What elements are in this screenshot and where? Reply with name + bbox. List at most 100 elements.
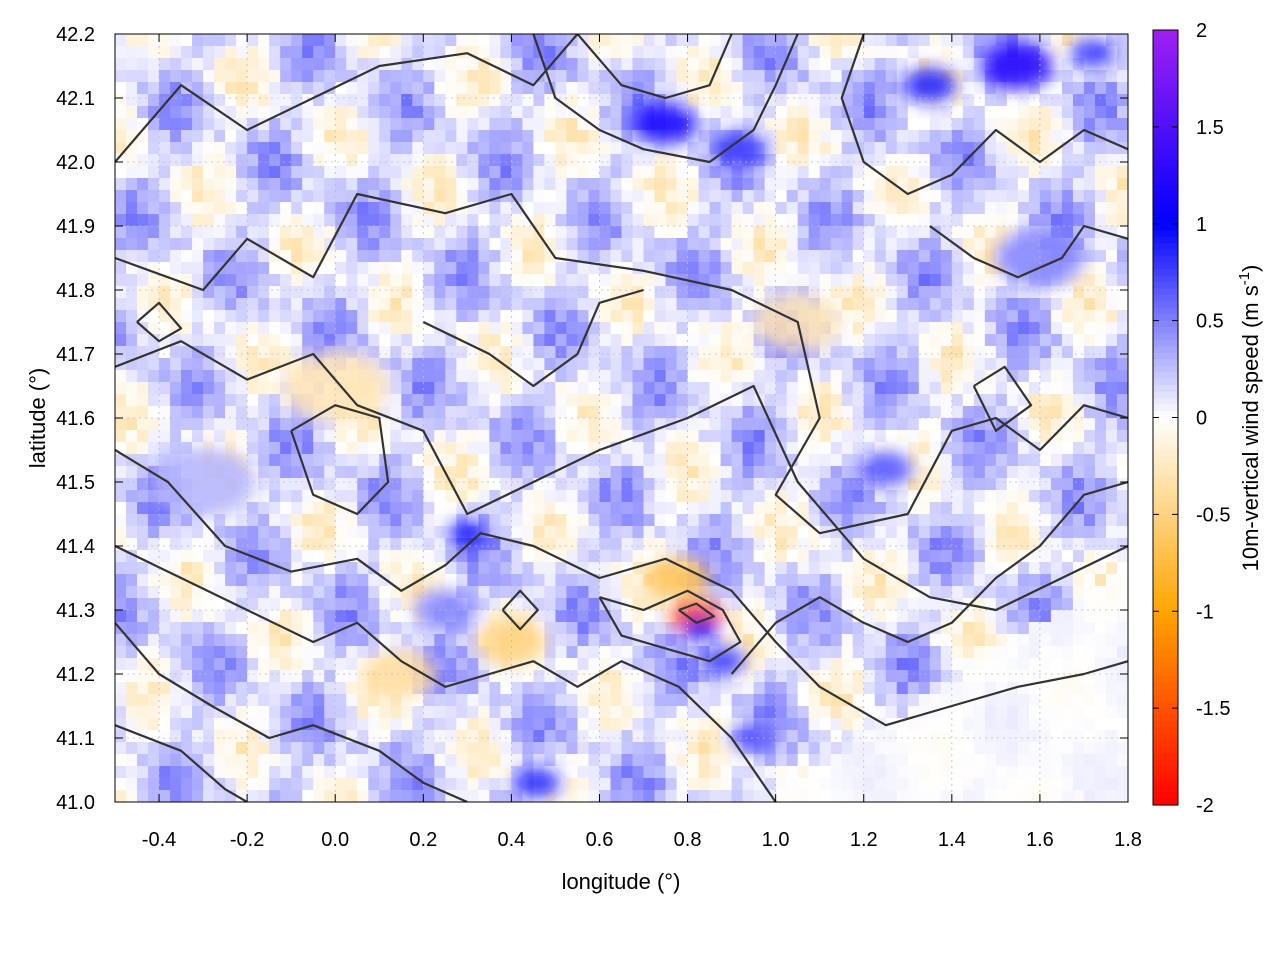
heatmap-cell bbox=[258, 442, 270, 455]
heatmap-cell bbox=[467, 58, 479, 71]
heatmap-cell bbox=[1094, 94, 1107, 107]
heatmap-cell bbox=[335, 286, 347, 299]
heatmap-cell bbox=[401, 322, 413, 335]
heatmap-cell bbox=[863, 550, 876, 563]
heatmap-cell bbox=[434, 406, 446, 419]
heatmap-cell bbox=[632, 142, 645, 155]
heatmap-cell bbox=[566, 490, 579, 503]
heatmap-cell bbox=[379, 430, 391, 443]
heatmap-cell bbox=[236, 634, 248, 647]
heatmap-cell bbox=[280, 190, 292, 203]
heatmap-cell bbox=[115, 610, 127, 623]
heatmap-cell bbox=[192, 346, 204, 359]
heatmap-cell bbox=[610, 190, 623, 203]
heatmap-cell bbox=[676, 250, 689, 263]
heatmap-cell bbox=[489, 358, 501, 371]
heatmap-cell bbox=[379, 226, 391, 239]
heatmap-cell bbox=[808, 514, 821, 527]
heatmap-cell bbox=[1017, 358, 1030, 371]
heatmap-cell bbox=[588, 58, 601, 71]
heatmap-cell bbox=[544, 466, 557, 479]
heatmap-cell bbox=[1017, 430, 1030, 443]
heatmap-cell bbox=[918, 406, 931, 419]
heatmap-cell bbox=[709, 178, 722, 191]
heatmap-cell bbox=[291, 94, 303, 107]
heatmap-cell bbox=[665, 298, 678, 311]
heatmap-cell bbox=[599, 142, 612, 155]
heatmap-cell bbox=[412, 298, 424, 311]
heatmap-cell bbox=[291, 346, 303, 359]
heatmap-cell bbox=[665, 154, 678, 167]
heatmap-cell bbox=[654, 550, 667, 563]
heatmap-cell bbox=[1039, 430, 1052, 443]
heatmap-cell bbox=[181, 550, 193, 563]
heatmap-cell bbox=[907, 34, 920, 47]
heatmap-cell bbox=[566, 598, 579, 611]
heatmap-cell bbox=[324, 634, 336, 647]
heatmap-cell bbox=[654, 322, 667, 335]
heatmap-cell bbox=[775, 394, 788, 407]
heatmap-cell bbox=[258, 550, 270, 563]
heatmap-cell bbox=[478, 394, 490, 407]
heatmap-cell bbox=[610, 202, 623, 215]
heatmap-cell bbox=[159, 166, 171, 179]
heatmap-cell bbox=[1039, 574, 1052, 587]
heatmap-cell bbox=[533, 238, 546, 251]
heatmap-cell bbox=[973, 466, 986, 479]
heatmap-cell bbox=[192, 94, 204, 107]
heatmap-cell bbox=[786, 358, 799, 371]
heatmap-cell bbox=[566, 214, 579, 227]
heatmap-cell bbox=[753, 466, 766, 479]
heatmap-cell bbox=[808, 130, 821, 143]
heatmap-cell bbox=[610, 310, 623, 323]
heatmap-cell bbox=[214, 622, 226, 635]
heatmap-cell bbox=[852, 514, 865, 527]
heatmap-cell bbox=[775, 106, 788, 119]
heatmap-cell bbox=[654, 358, 667, 371]
heatmap-cell bbox=[786, 382, 799, 395]
heatmap-cell bbox=[1028, 298, 1041, 311]
heatmap-cell bbox=[896, 178, 909, 191]
heatmap-cell bbox=[181, 130, 193, 143]
heatmap-cell bbox=[995, 394, 1008, 407]
heatmap-cell bbox=[753, 118, 766, 131]
heatmap-cell bbox=[995, 370, 1008, 383]
heatmap-cell bbox=[599, 550, 612, 563]
heatmap-cell bbox=[808, 346, 821, 359]
heatmap-cell bbox=[346, 322, 358, 335]
heatmap-cell bbox=[533, 178, 546, 191]
heatmap-cell bbox=[137, 598, 149, 611]
heatmap-cell bbox=[181, 358, 193, 371]
heatmap-cell bbox=[665, 334, 678, 347]
heatmap-cell bbox=[940, 370, 953, 383]
heatmap-cell bbox=[852, 574, 865, 587]
heatmap-cell bbox=[236, 430, 248, 443]
heatmap-cell bbox=[456, 562, 468, 575]
heatmap-cell bbox=[1083, 418, 1096, 431]
heatmap-cell bbox=[324, 502, 336, 515]
heatmap-cell bbox=[665, 646, 678, 659]
heatmap-cell bbox=[676, 490, 689, 503]
heatmap-cell bbox=[940, 178, 953, 191]
heatmap-cell bbox=[610, 586, 623, 599]
heatmap-cell bbox=[170, 346, 182, 359]
heatmap-cell bbox=[170, 214, 182, 227]
heatmap-cell bbox=[610, 442, 623, 455]
heatmap-cell bbox=[907, 490, 920, 503]
heatmap-cell bbox=[830, 262, 843, 275]
heatmap-cell bbox=[335, 58, 347, 71]
heatmap-cell bbox=[137, 490, 149, 503]
heatmap-cell bbox=[247, 562, 259, 575]
heatmap-cell bbox=[335, 646, 347, 659]
heatmap-cell bbox=[423, 418, 435, 431]
heatmap-cell bbox=[731, 322, 744, 335]
heatmap-cell bbox=[1083, 514, 1096, 527]
heatmap-cell bbox=[247, 502, 259, 515]
heatmap-cell bbox=[841, 454, 854, 467]
heatmap-cell bbox=[1105, 202, 1118, 215]
heatmap-cell bbox=[225, 430, 237, 443]
heatmap-cell bbox=[962, 226, 975, 239]
heatmap-cell bbox=[280, 202, 292, 215]
heatmap-cell bbox=[181, 610, 193, 623]
heatmap-cell bbox=[874, 274, 887, 287]
